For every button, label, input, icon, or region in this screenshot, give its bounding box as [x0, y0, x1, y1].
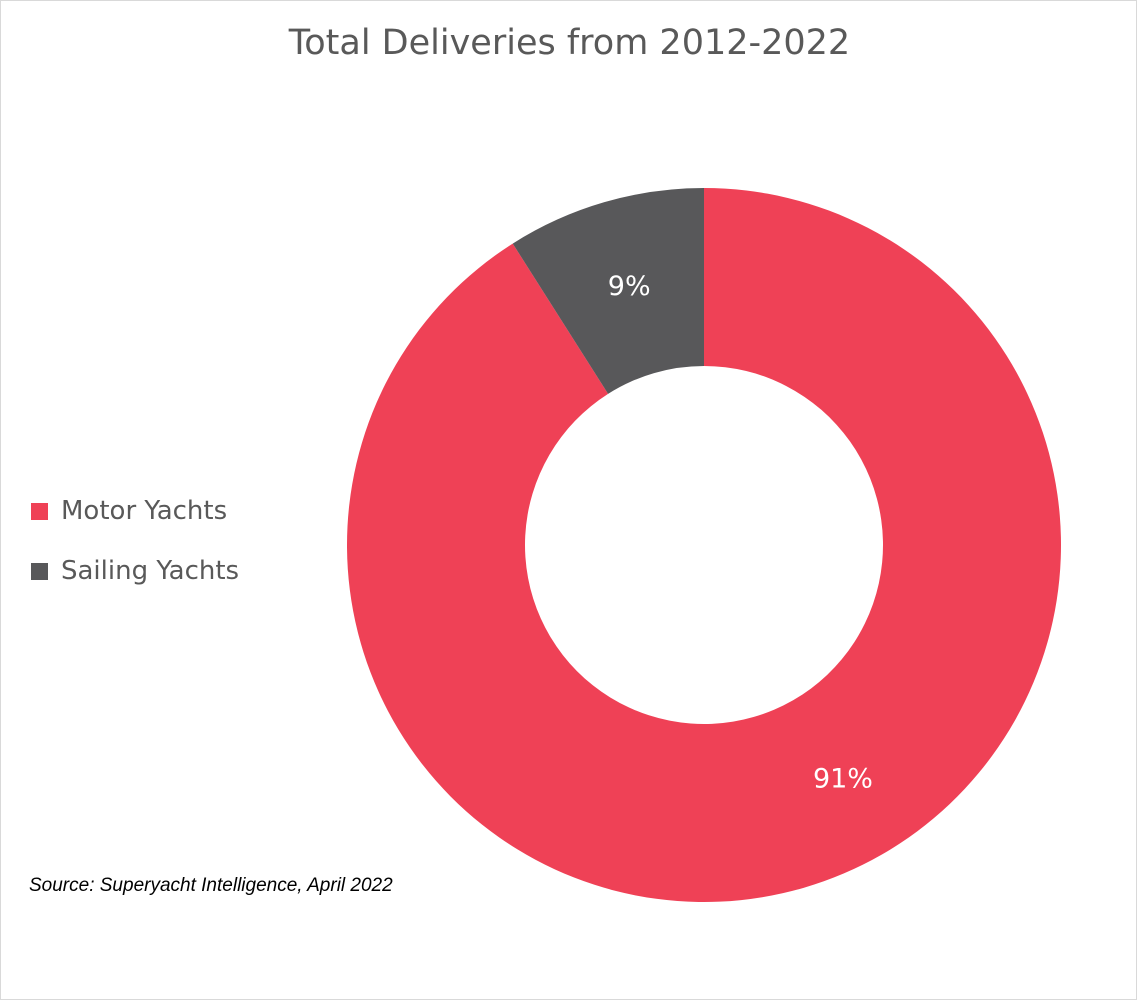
- source-note: Source: Superyacht Intelligence, April 2…: [29, 875, 393, 896]
- legend-label-sailing-yachts: Sailing Yachts: [61, 556, 240, 586]
- legend-label-motor-yachts: Motor Yachts: [61, 496, 228, 526]
- chart-title: Total Deliveries from 2012-2022: [288, 23, 851, 63]
- donut-slice-motor-yachts: [347, 188, 1061, 902]
- legend-item-sailing-yachts: Sailing Yachts: [31, 551, 239, 591]
- donut-slice-sailing-yachts: [512, 188, 704, 394]
- legend: Motor Yachts Sailing Yachts: [31, 491, 239, 611]
- data-label-sailing-yachts: 9%: [608, 271, 651, 302]
- legend-swatch-motor-yachts: [31, 502, 48, 520]
- data-label-motor-yachts: 91%: [813, 763, 873, 794]
- legend-swatch-sailing-yachts: [31, 562, 48, 580]
- legend-item-motor-yachts: Motor Yachts: [31, 491, 239, 531]
